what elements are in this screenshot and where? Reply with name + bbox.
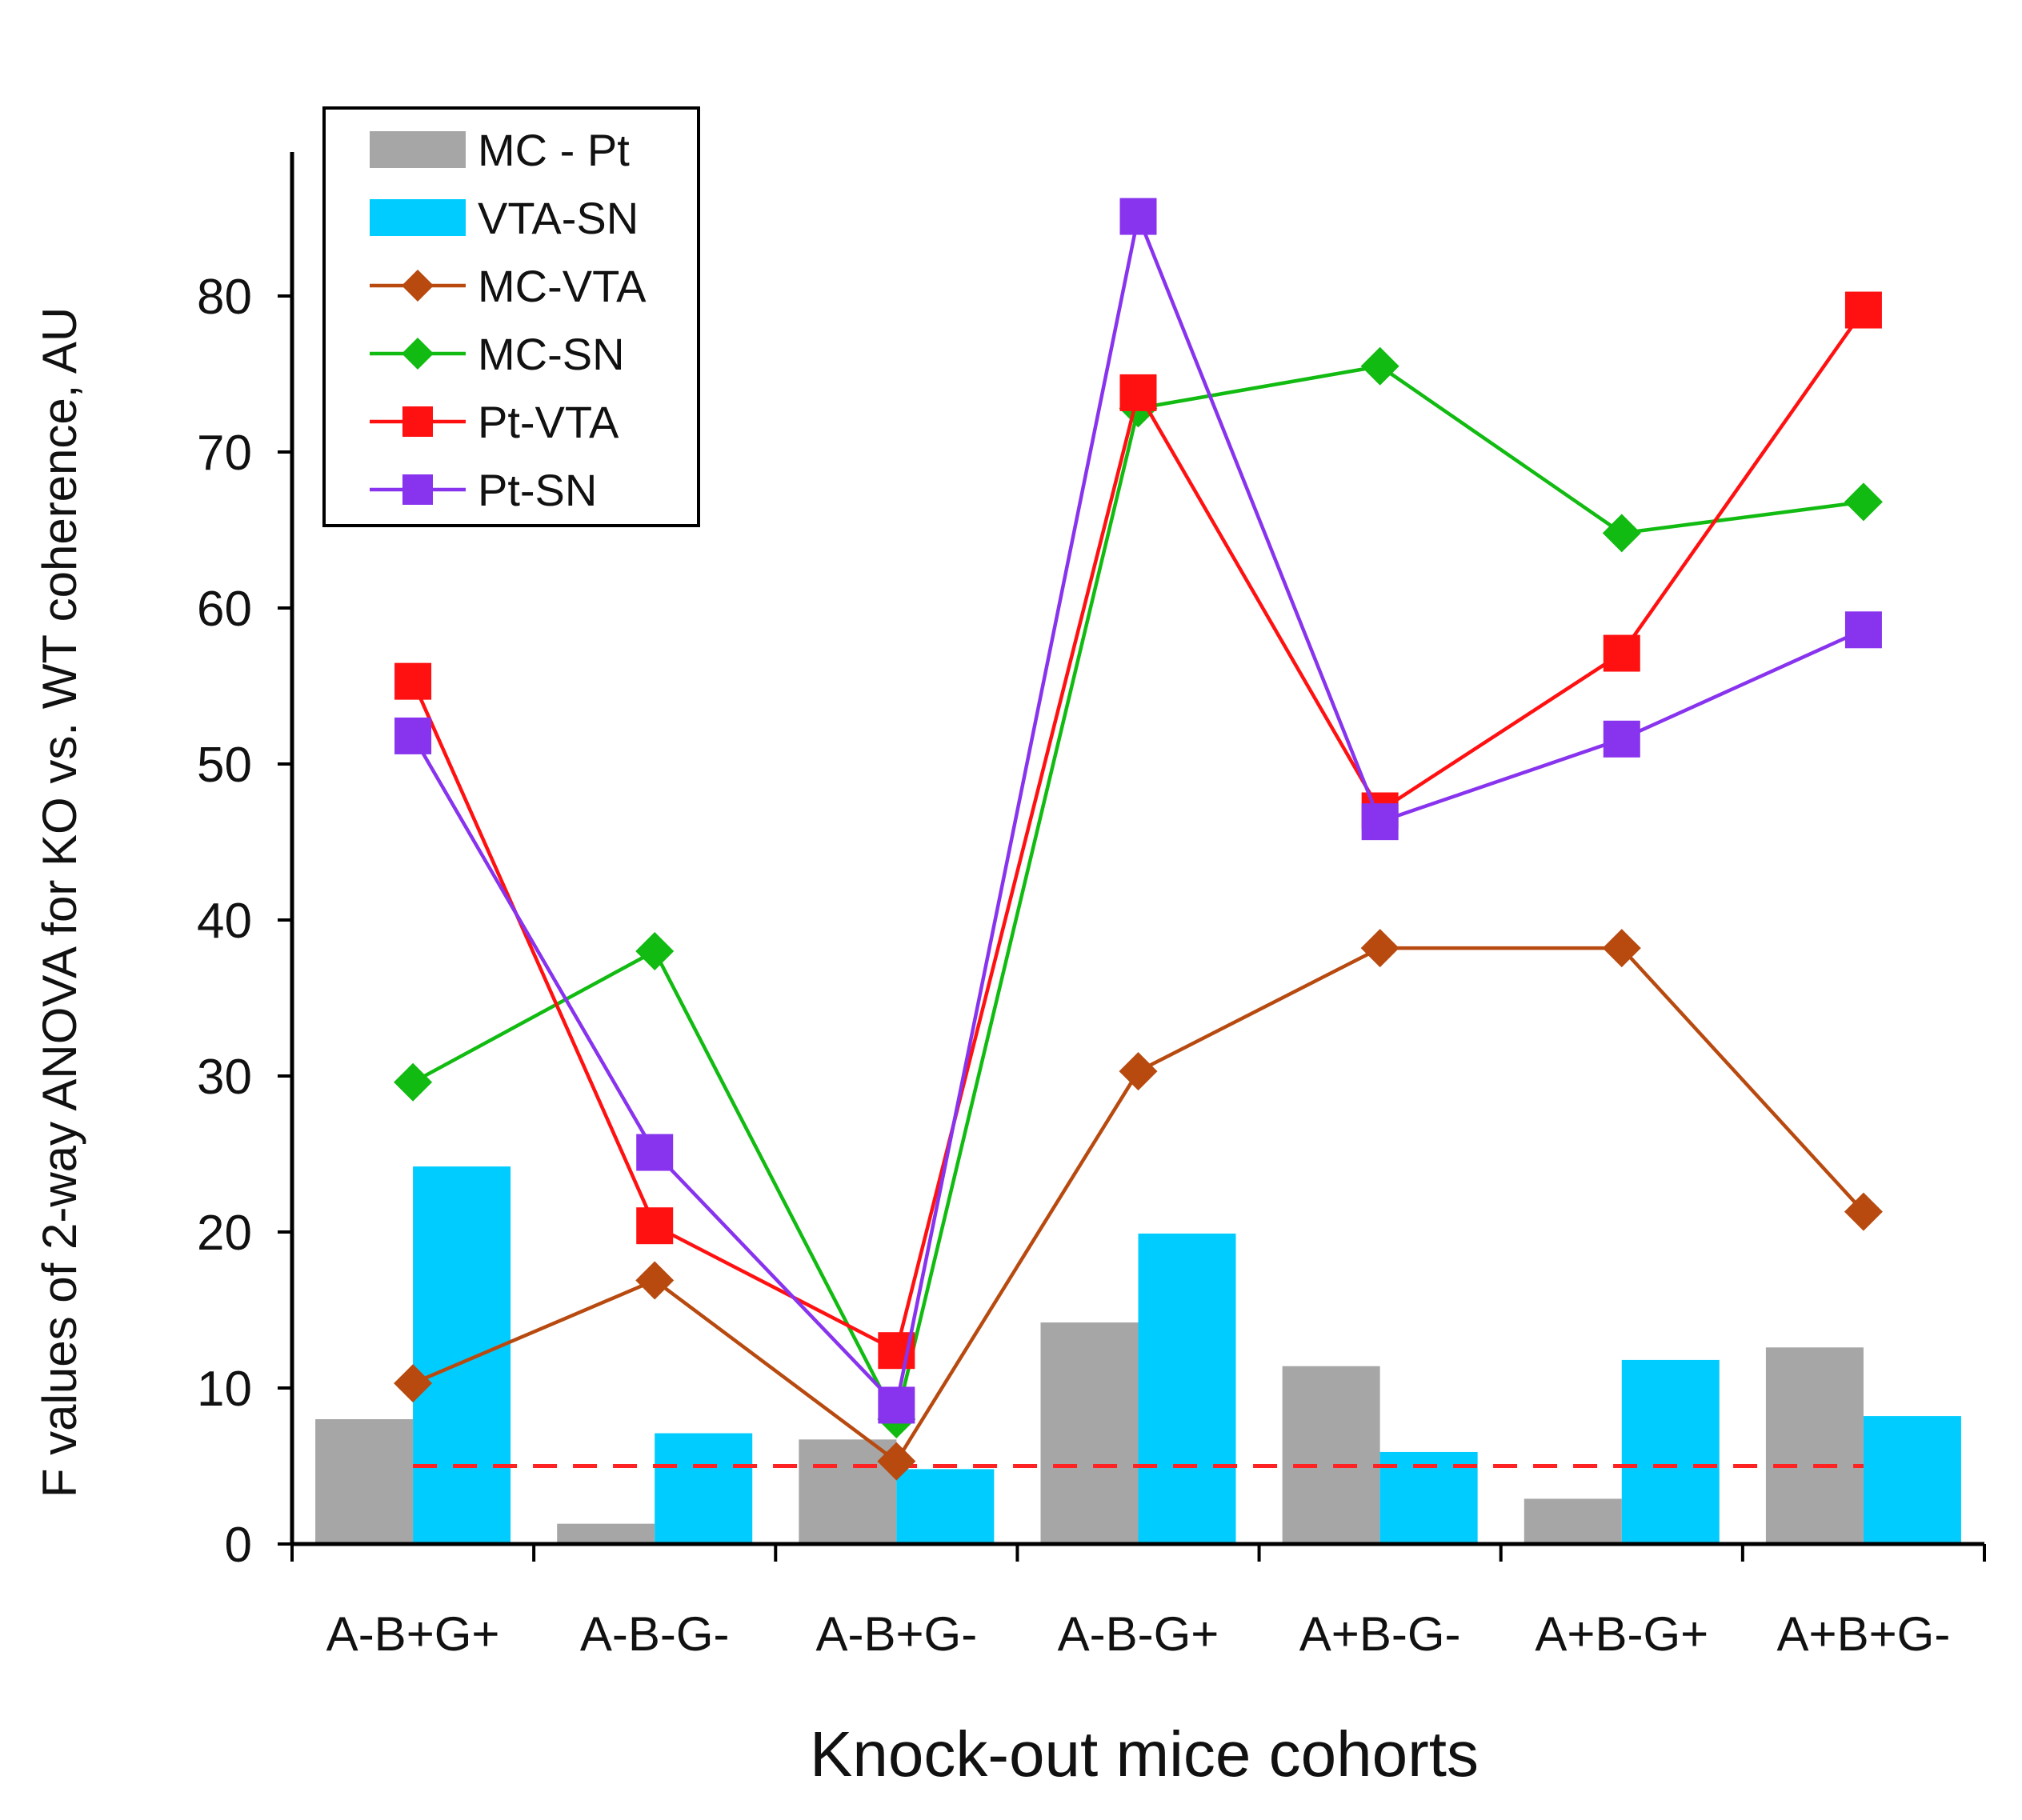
point-mc-vta-a-b-g: [635, 1261, 675, 1300]
point-pt-sn-a-b-g: [878, 1386, 915, 1424]
point-pt-sn-a-b-g: [1603, 720, 1640, 758]
point-pt-sn-a-b-g: [1361, 803, 1399, 841]
y-tick-label-70: 70: [197, 426, 252, 481]
point-pt-sn-a-b-g: [636, 1134, 674, 1171]
point-pt-vta-a-b-g: [636, 1207, 674, 1245]
point-mc-sn-a-b-g: [635, 932, 675, 970]
legend-label-mc-pt: MC - Pt: [478, 125, 630, 175]
legend-label-pt-sn: Pt-SN: [478, 465, 597, 515]
series-pt-sn: [394, 198, 1882, 1424]
x-tick-label-a-b-g: A-B-G-: [580, 1607, 730, 1661]
x-tick-label-a-b-g: A+B+G-: [1777, 1607, 1951, 1661]
y-tick-label-10: 10: [197, 1362, 252, 1417]
y-tick-label-0: 0: [225, 1518, 252, 1573]
y-tick-label-30: 30: [197, 1050, 252, 1105]
bars-layer: [315, 1166, 1961, 1544]
point-pt-vta-a-b-g: [1119, 374, 1157, 411]
y-tick-label-60: 60: [197, 582, 252, 637]
bar-mc-pt-a-b-g: [1040, 1322, 1139, 1544]
legend-marker-mc-sn: [402, 338, 434, 370]
legend-marker-pt-vta: [402, 406, 433, 437]
legend-box: [322, 106, 700, 527]
bar-vta-sn-a-b-g: [1138, 1233, 1236, 1544]
bar-mc-pt-a-b-g: [315, 1419, 414, 1544]
legend-label-vta-sn: VTA-SN: [478, 193, 639, 243]
bar-mc-pt-a-b-g: [799, 1439, 897, 1544]
legend-label-mc-vta: MC-VTA: [478, 261, 647, 311]
legend-entry-mc-vta: MC-VTA: [370, 261, 647, 311]
legend-marker-mc-vta: [402, 270, 434, 302]
x-tick-label-a-b-g: A+B-G+: [1535, 1607, 1708, 1661]
y-tick-label-50: 50: [197, 738, 252, 793]
point-pt-sn-a-b-g: [394, 717, 432, 754]
point-mc-sn-a-b-g: [1844, 482, 1883, 522]
axes-layer: 0 10 20 30 40 50 60 70 80 A-B+G+ A-B-G- A-B+G- A-B-G…: [197, 152, 1986, 1661]
point-pt-sn-a-b-g: [1119, 198, 1157, 235]
x-axis-label: Knock-out mice cohorts: [810, 1718, 1479, 1790]
legend-entry-pt-sn: Pt-SN: [370, 465, 597, 515]
point-mc-sn-a-b-g: [394, 1062, 433, 1102]
point-mc-vta-a-b-g: [1602, 929, 1641, 968]
bar-mc-pt-a-b-g: [1765, 1347, 1864, 1544]
point-mc-vta-a-b-g: [877, 1442, 916, 1481]
legend-marker-pt-sn: [402, 474, 433, 505]
point-mc-vta-a-b-g: [1360, 929, 1399, 968]
x-tick-label-a-b-g: A+B-G-: [1299, 1607, 1461, 1661]
point-pt-vta-a-b-g: [1603, 634, 1640, 672]
legend-entry-vta-sn: VTA-SN: [370, 193, 639, 243]
point-mc-vta-a-b-g: [1119, 1052, 1158, 1091]
y-tick-label-20: 20: [197, 1206, 252, 1261]
legend-label-pt-vta: Pt-VTA: [478, 397, 619, 447]
legend-entry-mc-sn: MC-SN: [370, 329, 625, 379]
bar-vta-sn-a-b-g: [1863, 1416, 1961, 1544]
bar-vta-sn-a-b-g: [896, 1469, 995, 1544]
y-tick-label-80: 80: [197, 270, 252, 325]
legend-swatch-vta-sn: [370, 199, 466, 236]
point-mc-sn-a-b-g: [1360, 346, 1399, 386]
bar-mc-pt-a-b-g: [557, 1523, 655, 1544]
bar-vta-sn-a-b-g: [413, 1166, 511, 1544]
legend-entry-pt-vta: Pt-VTA: [370, 397, 619, 447]
point-mc-vta-a-b-g: [1844, 1192, 1883, 1231]
point-pt-vta-a-b-g: [1844, 291, 1882, 329]
x-tick-label-a-b-g: A-B+G+: [326, 1607, 500, 1661]
y-axis-label: F values of 2-way ANOVA for KO vs. WT co…: [33, 307, 86, 1498]
legend-entry-mc-pt: MC - Pt: [370, 125, 630, 175]
x-tick-label-a-b-g: A-B-G+: [1058, 1607, 1219, 1661]
lines-layer: [394, 198, 1883, 1481]
x-tick-label-a-b-g: A-B+G-: [815, 1607, 977, 1661]
legend: MC - Pt VTA-SN MC-VTA MC-SN Pt-VTA Pt-SN: [322, 106, 700, 527]
point-pt-sn-a-b-g: [1844, 611, 1882, 649]
bar-mc-pt-a-b-g: [1524, 1498, 1622, 1544]
bar-vta-sn-a-b-g: [1621, 1359, 1720, 1544]
legend-label-mc-sn: MC-SN: [478, 329, 625, 379]
series-mc-vta: [394, 929, 1883, 1481]
point-mc-vta-a-b-g: [394, 1364, 433, 1403]
bar-mc-pt-a-b-g: [1282, 1366, 1380, 1544]
point-pt-vta-a-b-g: [394, 662, 432, 700]
legend-swatch-mc-pt: [370, 131, 466, 168]
bar-vta-sn-a-b-g: [655, 1433, 753, 1544]
point-mc-sn-a-b-g: [1602, 514, 1641, 553]
y-tick-label-40: 40: [197, 894, 252, 949]
